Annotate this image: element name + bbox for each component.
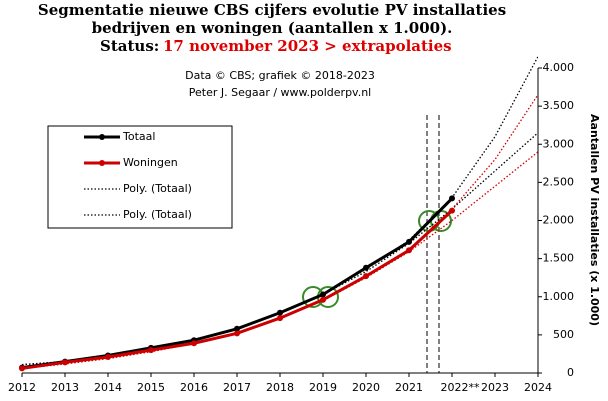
x-tick-label: 2017 <box>223 381 251 394</box>
x-tick-label: 2013 <box>51 381 79 394</box>
y-tick-label: 2.500 <box>543 175 575 188</box>
y-tick-label: 500 <box>553 328 574 341</box>
y-tick-label: 3.000 <box>543 137 575 150</box>
series-point <box>277 309 283 316</box>
x-tick-label: 2016 <box>180 381 208 394</box>
series-point <box>363 273 369 280</box>
series-point <box>19 365 25 372</box>
series-point <box>191 340 197 347</box>
series-point <box>62 359 68 366</box>
status-label: Status: <box>100 37 159 55</box>
series-point <box>148 347 154 354</box>
x-tick-label: 2023 <box>481 381 509 394</box>
x-tick-label: 2019 <box>309 381 337 394</box>
x-tick-label: 2021 <box>395 381 423 394</box>
legend-label: Woningen <box>123 156 178 169</box>
y-tick-label: 3.500 <box>543 99 575 112</box>
y-tick-label: 1.000 <box>543 290 575 303</box>
x-tick-label: 2024 <box>524 381 552 394</box>
series-point <box>363 264 369 271</box>
x-tick-label: 2012 <box>8 381 36 394</box>
series-point <box>320 296 326 303</box>
series-point <box>277 315 283 322</box>
series-point <box>449 207 455 214</box>
y-tick-label: 1.500 <box>543 252 575 265</box>
y-tick-label: 4.000 <box>543 61 575 74</box>
legend-marker <box>99 160 105 166</box>
x-tick-label: 2014 <box>94 381 122 394</box>
series-point <box>449 195 455 202</box>
x-tick-label: 2020 <box>352 381 380 394</box>
series-point <box>406 247 412 254</box>
legend-box <box>47 125 233 229</box>
x-tick-label: 2015 <box>137 381 165 394</box>
chart-title: Segmentatie nieuwe CBS cijfers evolutie … <box>38 1 506 19</box>
x-tick-label: 2018 <box>266 381 294 394</box>
series-line <box>21 209 454 370</box>
credits: Data © CBS; grafiek © 2018-2023 <box>185 69 375 82</box>
credits: Peter J. Segaar / www.polderpv.nl <box>189 86 371 99</box>
legend-label: Poly. (Totaal) <box>123 182 192 195</box>
legend-marker <box>99 134 105 140</box>
y-axis-label: Aantallen PV installaties (x 1.000) <box>588 114 601 326</box>
legend-label: Totaal <box>122 130 155 143</box>
series-point <box>320 291 326 298</box>
legend-label: Poly. (Totaal) <box>123 208 192 221</box>
y-tick-label: 2.000 <box>543 214 575 227</box>
series-point <box>234 325 240 332</box>
series-point <box>105 353 111 360</box>
x-tick-label: 2022** <box>441 381 480 394</box>
plot <box>19 56 538 372</box>
y-tick-label: 0 <box>567 366 574 379</box>
series-point <box>406 238 412 245</box>
series-point <box>234 330 240 337</box>
status-text: 17 november 2023 > extrapolaties <box>163 37 452 55</box>
chart-title: bedrijven en woningen (aantallen x 1.000… <box>92 19 453 37</box>
